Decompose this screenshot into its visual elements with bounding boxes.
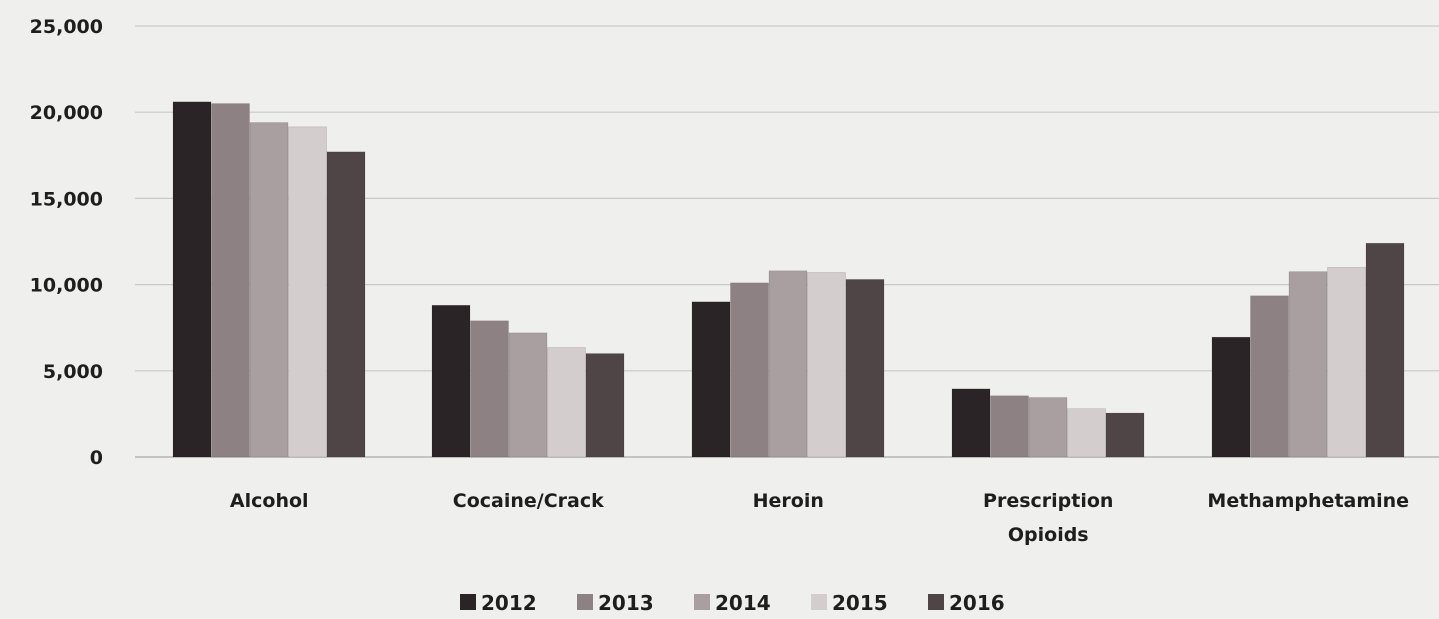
y-tick-label: 5,000 bbox=[43, 361, 103, 383]
legend-label: 2014 bbox=[715, 591, 771, 615]
legend-swatch bbox=[577, 594, 593, 610]
legend-item: 2012 bbox=[460, 591, 537, 615]
y-tick-label: 25,000 bbox=[30, 16, 103, 38]
legend-item: 2014 bbox=[694, 591, 771, 615]
bar-group bbox=[691, 270, 885, 458]
legend-label: 2016 bbox=[949, 591, 1005, 615]
bar-2012 bbox=[951, 388, 991, 458]
legend-swatch bbox=[694, 594, 710, 610]
y-tick-label: 20,000 bbox=[30, 102, 103, 124]
legend-item: 2016 bbox=[928, 591, 1005, 615]
bar-2012 bbox=[431, 304, 471, 458]
category-label: Opioids bbox=[1008, 524, 1089, 546]
bar-2012 bbox=[1211, 336, 1251, 458]
bar-2015 bbox=[1067, 408, 1106, 458]
bar-2013 bbox=[730, 282, 769, 458]
legend: 2012 2013 2014 2015 2016 bbox=[460, 591, 1005, 615]
legend-swatch bbox=[928, 594, 944, 610]
legend-swatch bbox=[811, 594, 827, 610]
legend-label: 2013 bbox=[598, 591, 654, 615]
bar-2012 bbox=[172, 101, 212, 458]
bar-2013 bbox=[211, 103, 250, 458]
category-label: Heroin bbox=[753, 490, 824, 512]
category-label: Methamphetamine bbox=[1207, 490, 1409, 512]
bar-2015 bbox=[807, 272, 846, 458]
bar-2014 bbox=[1288, 271, 1328, 458]
bar-group bbox=[1211, 242, 1405, 458]
bar-2013 bbox=[1250, 295, 1289, 458]
y-axis-tick-labels: 0 5,000 10,000 15,000 20,000 25,000 bbox=[30, 16, 103, 469]
category-label: Cocaine/Crack bbox=[453, 490, 604, 512]
bar-2014 bbox=[249, 122, 289, 458]
bar-2014 bbox=[1028, 397, 1068, 458]
bar-2013 bbox=[990, 395, 1029, 458]
bar-2015 bbox=[288, 126, 327, 458]
bar-2016 bbox=[326, 151, 366, 458]
bar-2014 bbox=[768, 270, 808, 458]
y-tick-label: 0 bbox=[90, 447, 103, 469]
bar-group bbox=[951, 388, 1145, 458]
bars bbox=[172, 101, 1405, 458]
bar-2016 bbox=[1365, 242, 1405, 458]
legend-item: 2013 bbox=[577, 591, 654, 615]
y-tick-label: 15,000 bbox=[30, 188, 103, 210]
legend-label: 2015 bbox=[832, 591, 888, 615]
legend-item: 2015 bbox=[811, 591, 888, 615]
bar-2016 bbox=[585, 353, 625, 458]
legend-swatch bbox=[460, 594, 476, 610]
bar-2012 bbox=[691, 301, 731, 458]
legend-label: 2012 bbox=[481, 591, 537, 615]
bar-2015 bbox=[1327, 267, 1366, 458]
bar-2016 bbox=[1105, 412, 1145, 458]
bar-group bbox=[431, 304, 625, 458]
bar-2015 bbox=[547, 347, 586, 458]
y-tick-label: 10,000 bbox=[30, 275, 103, 297]
bar-2016 bbox=[845, 279, 885, 458]
category-label: Prescription bbox=[983, 490, 1113, 512]
x-axis-category-labels: Alcohol Cocaine/Crack Heroin Prescription Op… bbox=[230, 490, 1409, 546]
bar-group bbox=[172, 101, 366, 458]
bar-2014 bbox=[508, 332, 548, 458]
bar-2013 bbox=[470, 320, 509, 458]
category-label: Alcohol bbox=[230, 490, 309, 512]
